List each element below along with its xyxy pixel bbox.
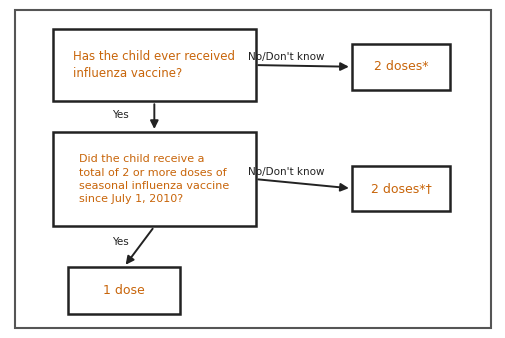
- Text: Yes: Yes: [112, 110, 129, 120]
- Text: 2 doses*: 2 doses*: [373, 60, 427, 73]
- Text: No/Don't know: No/Don't know: [247, 167, 324, 177]
- Text: Yes: Yes: [112, 237, 129, 247]
- Bar: [351, 44, 449, 90]
- Bar: [53, 132, 255, 226]
- Bar: [53, 29, 255, 101]
- Bar: [351, 166, 449, 211]
- Text: Has the child ever received
influenza vaccine?: Has the child ever received influenza va…: [73, 50, 235, 80]
- Text: Did the child receive a
total of 2 or more doses of
seasonal influenza vaccine
s: Did the child receive a total of 2 or mo…: [79, 154, 229, 204]
- Bar: [68, 267, 179, 314]
- Text: 1 dose: 1 dose: [103, 284, 144, 297]
- Text: 2 doses*†: 2 doses*†: [370, 182, 431, 195]
- Text: No/Don't know: No/Don't know: [247, 52, 324, 62]
